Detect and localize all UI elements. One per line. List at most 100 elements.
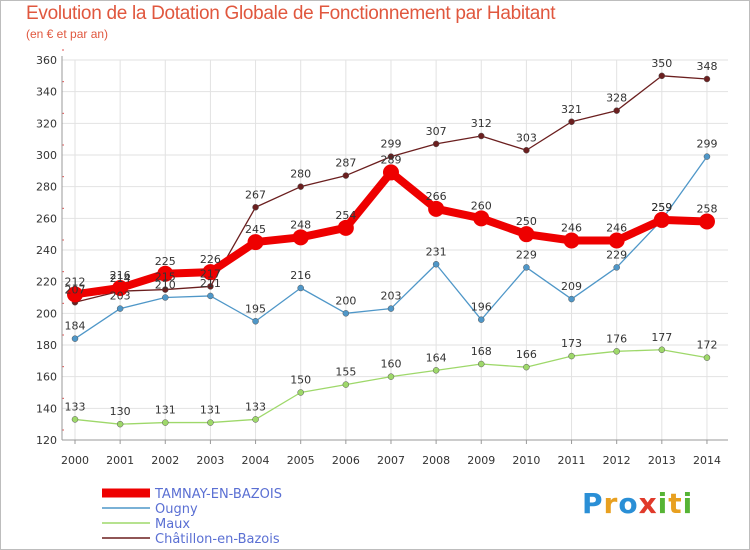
data-point-ougny (207, 292, 214, 300)
logo-letter: r (603, 487, 619, 520)
data-point-tamnay-en-bazois (202, 264, 219, 281)
legend-label-tamnay-en-bazois: TAMNAY-EN-BAZOIS (154, 487, 282, 502)
data-point-tamnay-en-bazois (247, 234, 264, 251)
x-tick-label: 2004 (242, 454, 270, 467)
grid-lines (62, 59, 728, 441)
data-label-ougny: 299 (696, 138, 717, 151)
data-label-maux: 133 (245, 400, 266, 413)
y-tick-label: 260 (36, 212, 57, 225)
y-tick-label: 220 (36, 276, 57, 289)
data-point-tamnay-en-bazois (337, 219, 354, 236)
data-label-tamnay-en-bazois: 260 (471, 199, 492, 212)
data-point-ch-tillon-en-bazois (613, 107, 620, 114)
data-label-ch-tillon-en-bazois: 267 (245, 188, 266, 201)
data-point-ougny (432, 261, 440, 268)
y-tick-label: 200 (36, 307, 57, 320)
chart-title: Evolution de la Dotation Globale de Fonc… (26, 3, 556, 24)
data-point-ougny (478, 316, 485, 323)
data-label-tamnay-en-bazois: 246 (606, 222, 627, 235)
x-tick-label: 2001 (106, 454, 134, 467)
logo-letter: t (668, 487, 683, 520)
data-point-tamnay-en-bazois (112, 280, 129, 296)
data-point-maux (342, 381, 350, 388)
data-label-ch-tillon-en-bazois: 287 (335, 157, 356, 170)
legend: TAMNAY-EN-BAZOISOugnyMauxChâtillon-en-Ba… (102, 487, 282, 547)
data-point-tamnay-en-bazois (518, 226, 535, 243)
logo-letter: i (657, 487, 669, 520)
data-label-maux: 133 (65, 400, 86, 413)
data-point-ougny (613, 264, 620, 271)
y-tick-label: 140 (36, 402, 57, 415)
data-label-ch-tillon-en-bazois: 207 (65, 283, 86, 296)
x-tick-label: 2013 (648, 454, 676, 467)
data-point-maux (252, 416, 259, 423)
data-point-ch-tillon-en-bazois (342, 172, 350, 179)
data-point-ougny (523, 264, 530, 271)
y-tick-label: 160 (36, 371, 57, 384)
data-point-ch-tillon-en-bazois (297, 183, 304, 190)
data-label-maux: 172 (696, 339, 717, 352)
data-point-ougny (252, 318, 259, 325)
data-point-tamnay-en-bazois (608, 232, 625, 249)
data-label-tamnay-en-bazois: 266 (426, 190, 447, 203)
logo-letter: P (582, 487, 604, 520)
data-point-tamnay-en-bazois (292, 229, 309, 246)
data-point-tamnay-en-bazois (653, 211, 670, 228)
data-point-ch-tillon-en-bazois (387, 153, 395, 160)
y-tick-label: 280 (36, 181, 57, 194)
data-point-ougny (568, 295, 575, 303)
data-label-ch-tillon-en-bazois: 280 (290, 168, 311, 181)
data-point-ougny (387, 305, 395, 312)
data-point-maux (568, 352, 575, 360)
x-tick-label: 2008 (422, 454, 450, 467)
x-tick-label: 2003 (196, 454, 224, 467)
data-label-ougny: 200 (335, 294, 356, 307)
x-tick-label: 2014 (693, 454, 721, 467)
data-label-tamnay-en-bazois: 254 (335, 209, 356, 222)
data-label-ougny: 229 (606, 248, 627, 261)
data-label-tamnay-en-bazois: 246 (561, 222, 582, 235)
data-point-ougny (71, 335, 79, 342)
axes: 120 140 160 180 200 220 240 260 280 300 320 340 360 2… (36, 49, 728, 467)
data-point-tamnay-en-bazois (428, 200, 445, 217)
data-label-maux: 168 (471, 345, 492, 358)
data-label-maux: 131 (200, 404, 221, 417)
data-label-ougny: 209 (561, 280, 582, 293)
data-point-ch-tillon-en-bazois (523, 147, 530, 154)
data-point-ougny (342, 310, 350, 317)
x-tick-label: 2002 (151, 454, 179, 467)
data-label-ch-tillon-en-bazois: 217 (200, 267, 221, 280)
x-tick-label: 2006 (332, 454, 360, 467)
data-label-ougny: 184 (65, 320, 86, 333)
data-point-maux (297, 389, 304, 396)
data-point-tamnay-en-bazois (473, 210, 490, 227)
x-tick-label: 2005 (287, 454, 315, 467)
data-point-ougny (703, 153, 711, 160)
data-label-ougny: 229 (516, 248, 537, 261)
x-tick-label: 2010 (512, 454, 540, 467)
x-tick-label: 2000 (61, 454, 89, 467)
data-point-ougny (297, 284, 304, 292)
data-point-ch-tillon-en-bazois (703, 75, 711, 83)
data-label-ch-tillon-en-bazois: 348 (696, 60, 717, 73)
data-label-tamnay-en-bazois: 216 (110, 269, 131, 282)
data-label-ougny: 211 (200, 277, 221, 290)
data-label-ch-tillon-en-bazois: 307 (426, 125, 447, 138)
data-point-ch-tillon-en-bazois (207, 283, 214, 290)
data-label-ch-tillon-en-bazois: 299 (380, 138, 401, 151)
data-label-maux: 164 (426, 351, 447, 364)
y-tick-label: 180 (36, 339, 57, 352)
data-point-maux (432, 367, 440, 374)
data-point-maux (613, 348, 620, 355)
data-label-ch-tillon-en-bazois: 215 (155, 271, 176, 284)
data-label-ch-tillon-en-bazois: 350 (651, 57, 672, 70)
x-tick-label: 2012 (603, 454, 631, 467)
data-label-ougny: 210 (155, 279, 176, 292)
data-point-maux (207, 419, 214, 426)
data-label-maux: 173 (561, 337, 582, 350)
data-point-ch-tillon-en-bazois (658, 72, 666, 80)
data-label-ch-tillon-en-bazois: 312 (471, 117, 492, 130)
data-label-maux: 130 (110, 405, 131, 418)
proxiti-logo: Proxiti (582, 487, 693, 520)
